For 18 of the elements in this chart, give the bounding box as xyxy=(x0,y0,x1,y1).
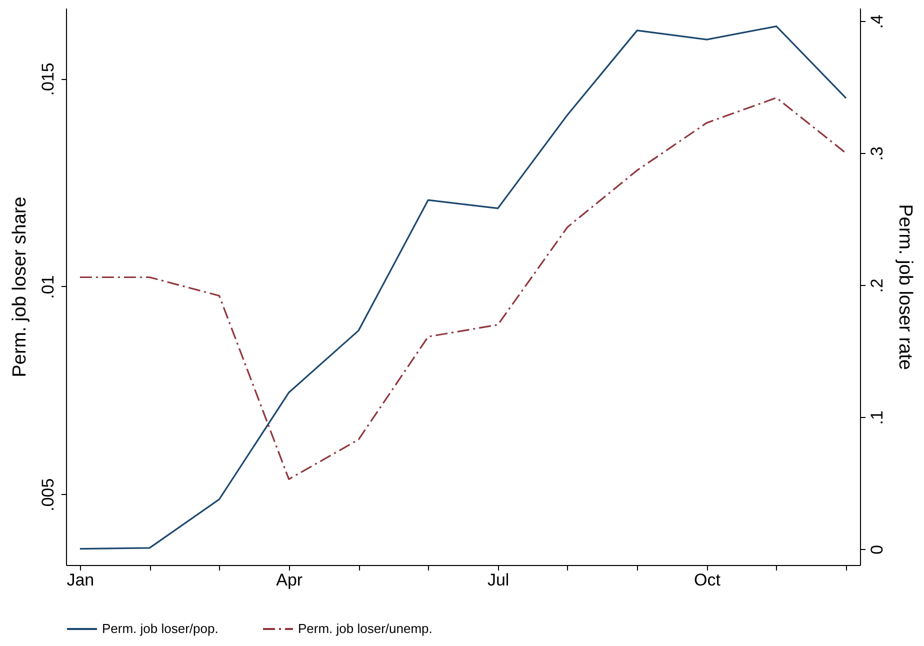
line-series xyxy=(79,25,847,550)
y-tick-label: .015 xyxy=(38,62,58,96)
x-tick-label: Jan xyxy=(66,570,94,590)
y2-tick-label: .2 xyxy=(868,278,886,293)
line-series xyxy=(79,96,847,480)
y-tick-label: .01 xyxy=(38,275,58,299)
x-tick-label: Jul xyxy=(487,570,510,590)
y2-tick-label: .4 xyxy=(868,14,886,29)
x-tick-label: Apr xyxy=(276,570,303,590)
y2-tick-label: .1 xyxy=(868,410,886,425)
legend-label: Perm. job loser/unemp. xyxy=(298,621,432,636)
y-axis-title: Perm. job loser share xyxy=(10,196,30,378)
y2-tick-label: 0 xyxy=(868,544,886,554)
y-tick-label: .005 xyxy=(38,478,58,512)
y2-tick-label: .3 xyxy=(868,146,886,161)
x-tick-label: Oct xyxy=(694,570,721,590)
y2-axis-title: Perm. job loser rate xyxy=(894,204,916,370)
legend-label: Perm. job loser/pop. xyxy=(102,621,218,636)
